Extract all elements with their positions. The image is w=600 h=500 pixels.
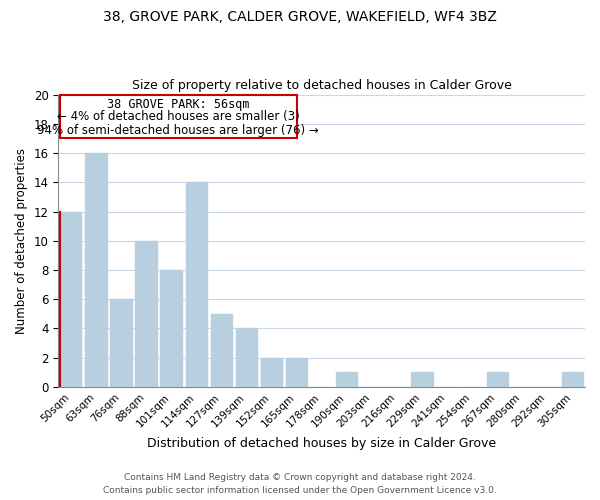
Bar <box>562 372 583 387</box>
Bar <box>211 314 232 387</box>
Bar <box>185 182 207 387</box>
Bar <box>60 212 82 387</box>
Bar <box>85 153 107 387</box>
X-axis label: Distribution of detached houses by size in Calder Grove: Distribution of detached houses by size … <box>147 437 496 450</box>
Bar <box>286 358 307 387</box>
Text: ← 4% of detached houses are smaller (3): ← 4% of detached houses are smaller (3) <box>56 110 299 123</box>
Bar <box>160 270 182 387</box>
Text: 38, GROVE PARK, CALDER GROVE, WAKEFIELD, WF4 3BZ: 38, GROVE PARK, CALDER GROVE, WAKEFIELD,… <box>103 10 497 24</box>
Bar <box>110 299 131 387</box>
Bar <box>412 372 433 387</box>
Bar <box>136 241 157 387</box>
Y-axis label: Number of detached properties: Number of detached properties <box>15 148 28 334</box>
Text: 94% of semi-detached houses are larger (76) →: 94% of semi-detached houses are larger (… <box>37 124 319 137</box>
Bar <box>487 372 508 387</box>
Text: 38 GROVE PARK: 56sqm: 38 GROVE PARK: 56sqm <box>107 98 249 110</box>
Text: Contains HM Land Registry data © Crown copyright and database right 2024.
Contai: Contains HM Land Registry data © Crown c… <box>103 474 497 495</box>
Title: Size of property relative to detached houses in Calder Grove: Size of property relative to detached ho… <box>132 79 512 92</box>
Bar <box>336 372 358 387</box>
FancyBboxPatch shape <box>59 94 296 138</box>
Bar <box>236 328 257 387</box>
Bar <box>261 358 282 387</box>
